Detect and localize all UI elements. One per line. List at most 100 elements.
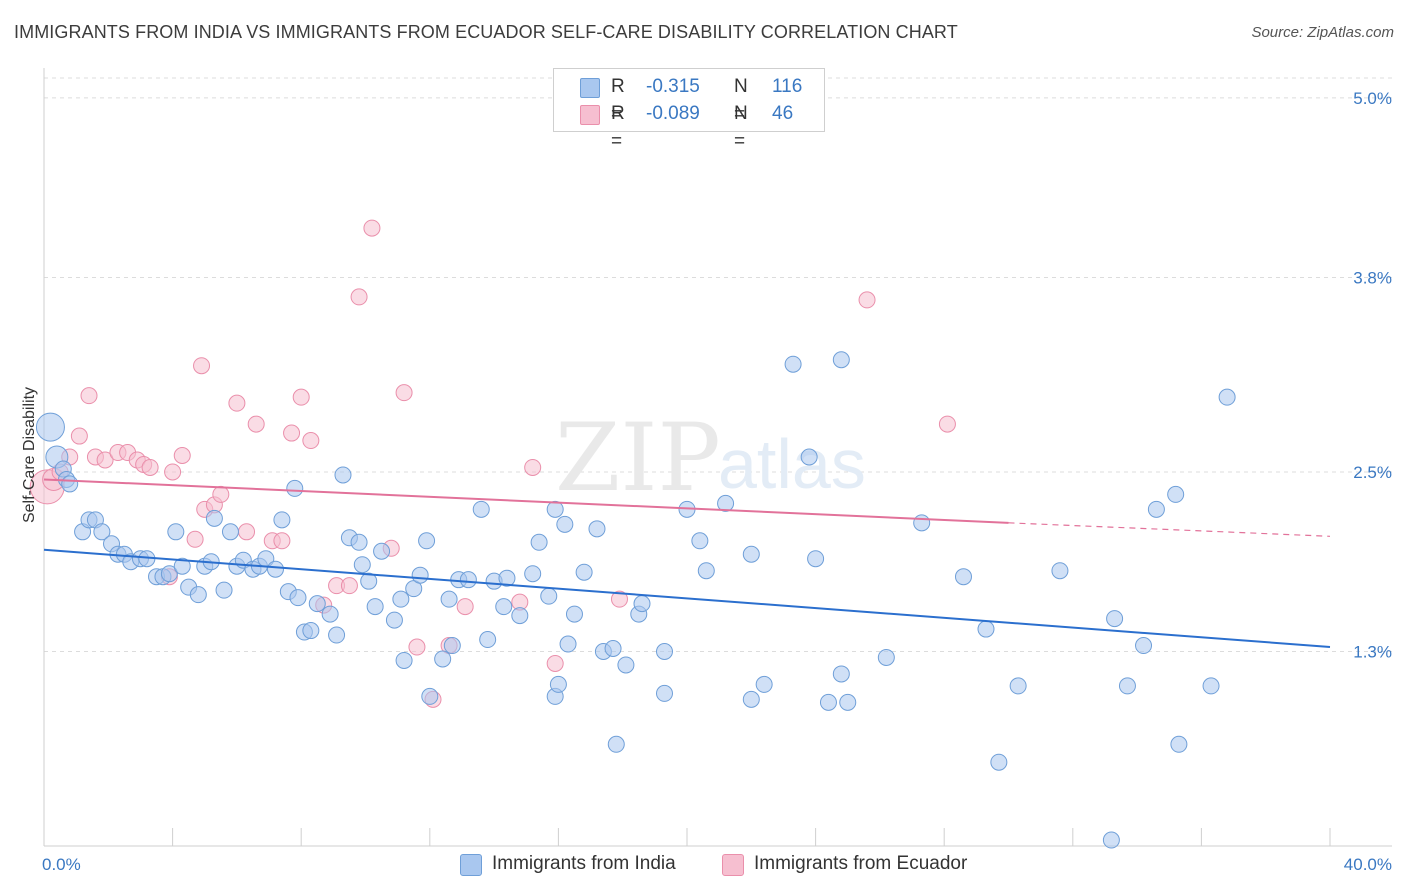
ecuador-point — [456, 598, 474, 616]
chart-title: IMMIGRANTS FROM INDIA VS IMMIGRANTS FROM… — [14, 22, 958, 42]
india-point — [556, 515, 574, 533]
india-point — [1118, 677, 1136, 695]
r-value: -0.089 — [646, 103, 700, 124]
india-point — [604, 640, 622, 658]
ecuador-point — [395, 384, 413, 402]
india-point — [1102, 831, 1120, 849]
india-point — [742, 545, 760, 563]
india-point — [266, 560, 284, 578]
y-tick-labels: 1.3% 2.5% 3.8% 5.0% — [1353, 89, 1392, 662]
india-point — [565, 605, 583, 623]
ecuador-point — [212, 485, 230, 503]
ecuador-point — [193, 357, 211, 375]
india-point — [334, 466, 352, 484]
india-point — [440, 590, 458, 608]
india-swatch — [580, 78, 600, 98]
india-point — [205, 509, 223, 527]
india-point — [302, 622, 320, 640]
india-point — [511, 607, 529, 625]
india-point — [1051, 562, 1069, 580]
ecuador-point — [408, 638, 426, 656]
india-point — [784, 355, 802, 373]
india-point — [289, 589, 307, 607]
india-point — [691, 532, 709, 550]
india-point — [742, 690, 760, 708]
india-point — [273, 511, 291, 529]
india-point — [588, 520, 606, 538]
india-point — [913, 514, 931, 532]
ecuador-point — [610, 590, 628, 608]
ecuador-swatch — [580, 105, 600, 125]
ecuador-point — [283, 424, 301, 442]
n-value: 46 — [772, 103, 794, 124]
india-point — [990, 753, 1008, 771]
n-label: N = — [734, 76, 748, 125]
n-label: N = — [734, 103, 748, 152]
india-point — [807, 550, 825, 568]
ecuador-point — [80, 387, 98, 405]
x-tick-label: 0.0% — [42, 855, 81, 874]
r-value: -0.315 — [646, 76, 700, 97]
india-point — [524, 565, 542, 583]
india-legend-swatch — [460, 854, 482, 876]
ecuador-trendline-extension — [1008, 522, 1331, 537]
india-point — [1135, 637, 1153, 655]
india-point — [498, 569, 516, 587]
ecuador-point — [164, 463, 182, 481]
india-point — [353, 556, 371, 574]
watermark-atlas: atlas — [718, 425, 866, 503]
ecuador-point — [141, 458, 159, 476]
ecuador-point — [70, 427, 88, 445]
india-point — [61, 475, 79, 493]
ecuador-trendline — [43, 478, 1009, 524]
x-tick-label: 40.0% — [1344, 855, 1392, 874]
x-tick-labels: 0.0% 40.0% — [42, 855, 1392, 874]
india-point — [1167, 485, 1185, 503]
r-label: R = — [611, 103, 625, 152]
india-point — [1009, 677, 1027, 695]
india-point — [308, 595, 326, 613]
india-point — [1106, 610, 1124, 628]
india-point — [173, 557, 191, 575]
india-point — [392, 590, 410, 608]
india-point — [1170, 735, 1188, 753]
india-point — [221, 523, 239, 541]
india-point — [167, 523, 185, 541]
india-point — [479, 631, 497, 649]
india-point — [366, 598, 384, 616]
india-point — [443, 637, 461, 655]
trendlines — [43, 478, 1331, 649]
india-point — [546, 500, 564, 518]
india-point — [35, 412, 65, 442]
series-india-points — [35, 351, 1236, 849]
india-point — [717, 494, 735, 512]
india-point — [1218, 388, 1236, 406]
ecuador-point — [273, 532, 291, 550]
series-ecuador-points — [29, 219, 956, 708]
watermark: ZIP atlas — [555, 404, 866, 513]
ecuador-point — [858, 291, 876, 309]
india-point — [411, 566, 429, 584]
y-tick-label: 2.5% — [1353, 463, 1392, 482]
watermark-zip: ZIP — [555, 404, 721, 513]
ecuador-point — [96, 451, 114, 469]
india-point — [93, 523, 111, 541]
india-point — [472, 500, 490, 518]
r-label: R = — [611, 76, 625, 125]
india-point — [321, 605, 339, 623]
ecuador-point — [340, 577, 358, 595]
india-point — [286, 479, 304, 497]
ecuador-point — [292, 388, 310, 406]
ecuador-point — [302, 432, 320, 450]
legend-label-ecuador: Immigrants from Ecuador — [754, 853, 968, 874]
india-point — [350, 533, 368, 551]
india-point — [328, 626, 346, 644]
n-value: 116 — [772, 76, 803, 97]
source-label: Source: ZipAtlas.com — [1251, 24, 1394, 41]
y-tick-label: 1.3% — [1353, 643, 1392, 662]
ecuador-point — [524, 458, 542, 476]
india-point — [877, 648, 895, 666]
india-point — [832, 665, 850, 683]
ecuador-point — [546, 654, 564, 672]
